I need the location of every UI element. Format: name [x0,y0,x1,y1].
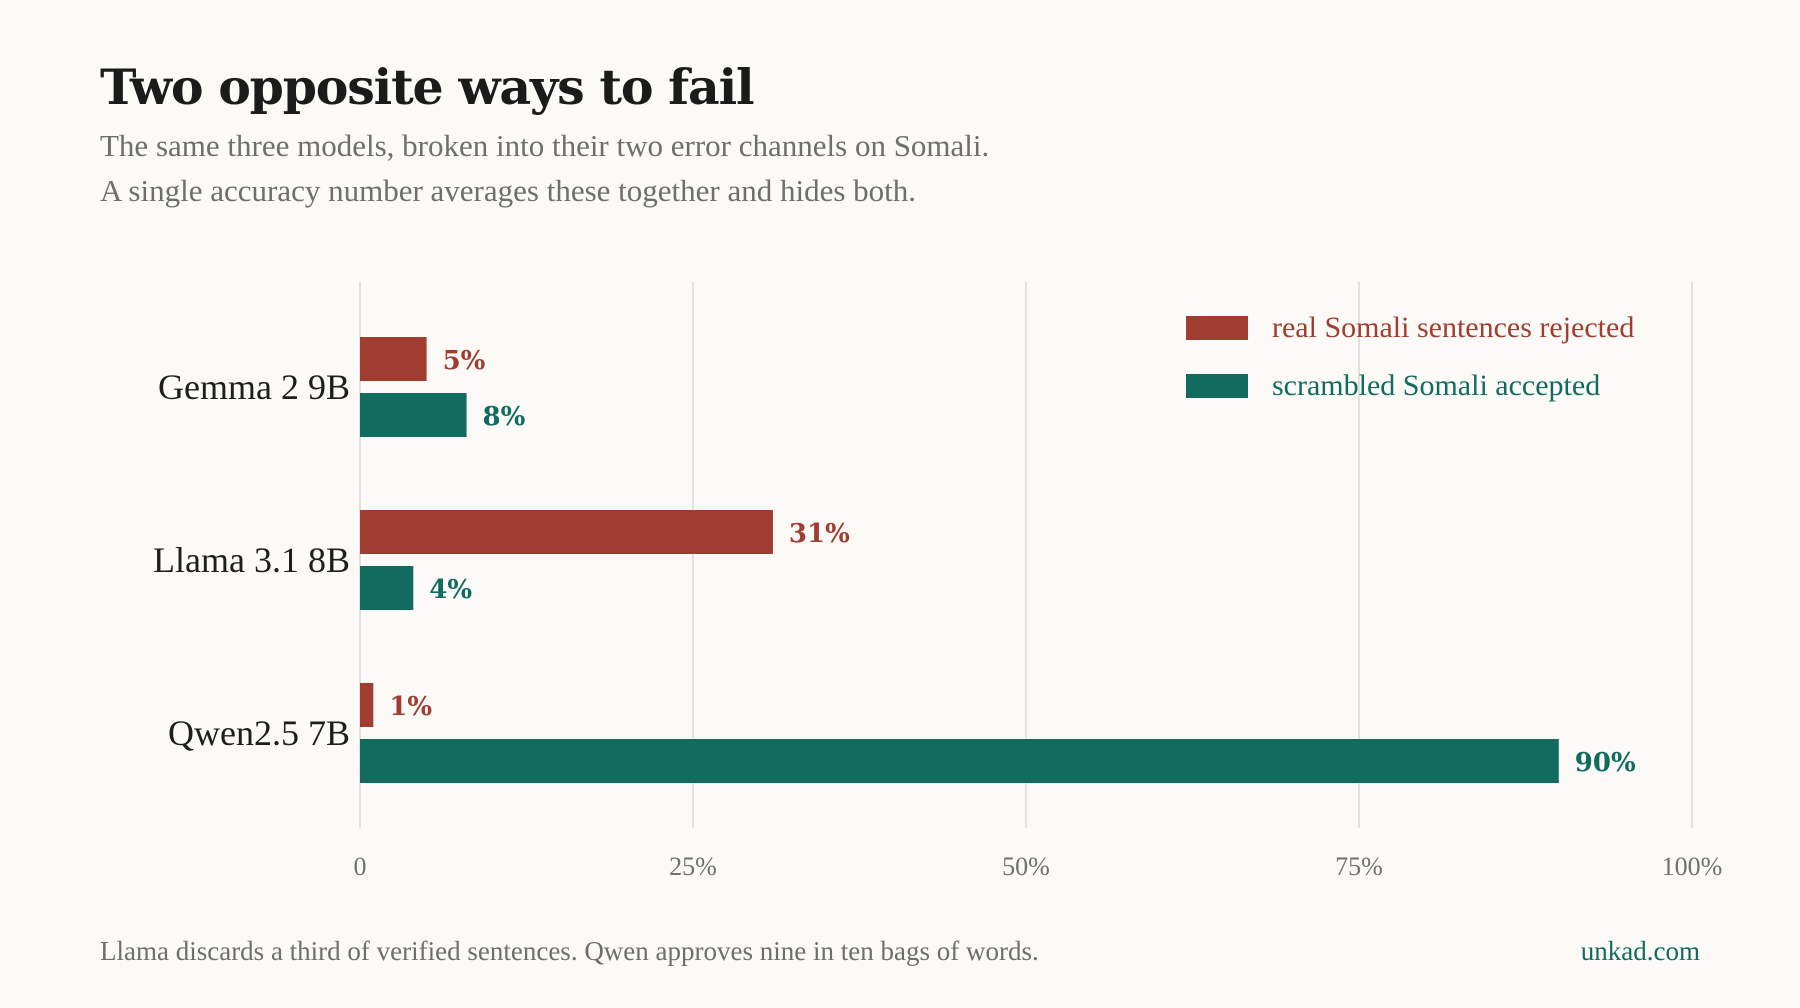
footer-note: Llama discards a third of verified sente… [100,936,1039,966]
category-label: Llama 3.1 8B [153,540,350,580]
footer-brand[interactable]: unkad.com [1580,936,1700,966]
bar-value-label: 8% [483,402,526,432]
x-tick-label: 50% [1002,852,1050,881]
legend-label: real Somali sentences rejected [1272,311,1634,344]
bar-value-label: 4% [429,575,472,605]
legend-swatch [1186,316,1248,340]
bar [360,337,427,381]
category-label: Qwen2.5 7B [168,713,350,753]
chart-subtitle-line2: A single accuracy number averages these … [100,173,917,208]
x-tick-label: 0 [354,852,367,881]
legend-swatch [1186,374,1248,398]
category-label: Gemma 2 9B [158,367,350,407]
chart-subtitle-line1: The same three models, broken into their… [100,128,990,163]
bar [360,566,414,610]
bar [360,510,773,554]
bar-value-label: 1% [389,692,432,722]
bar-value-label: 31% [789,519,850,549]
chart-title: Two opposite ways to fail [100,58,755,116]
x-tick-label: 75% [1335,852,1383,881]
bar-value-label: 5% [443,346,486,376]
bar [360,683,374,727]
legend-label: scrambled Somali accepted [1272,369,1600,402]
bar-value-label: 90% [1575,748,1636,778]
x-tick-label: 25% [669,852,717,881]
x-tick-label: 100% [1662,852,1723,881]
bar [360,739,1559,783]
bar [360,393,467,437]
